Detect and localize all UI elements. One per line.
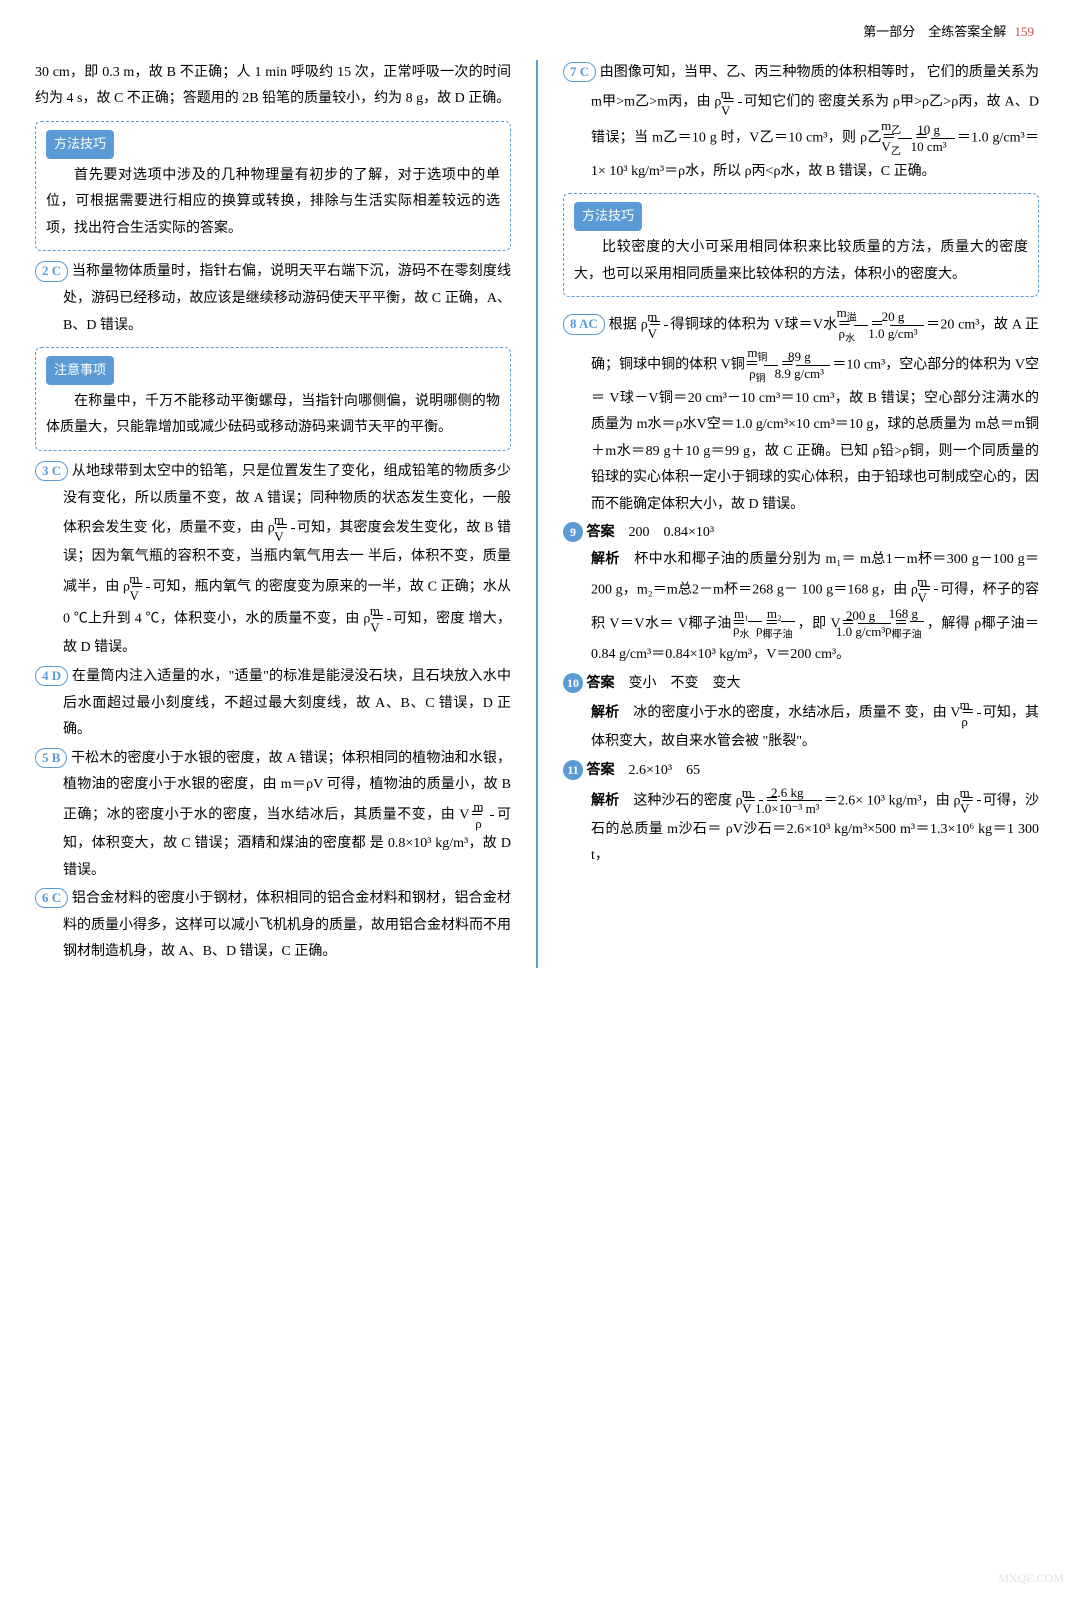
fraction: m溢ρ水	[854, 305, 868, 345]
fraction: mρ	[490, 799, 494, 831]
fraction: 168 gρ椰子油	[910, 606, 924, 642]
question-11: 11 答案 2.6×10³ 65 解析 这种沙石的密度 ρ＝mV＝2.6 kg1…	[563, 758, 1039, 870]
tip-content: 在称量中，千万不能移动平衡螺母，当指针向哪侧偏，说明哪侧的物体质量大，只能靠增加…	[46, 389, 500, 442]
content-columns: 30 cm，即 0.3 m，故 B 不正确；人 1 min 呼吸约 15 次，正…	[35, 60, 1039, 968]
fraction: m₂ρ椰子油	[781, 606, 795, 642]
question-6: 6 C 铝合金材料的密度小于钢材，体积相同的铝合金材料和钢材，铝合金材料的质量小…	[35, 886, 511, 966]
tip-content: 比较密度的大小可采用相同体积来比较质量的方法，质量大的密度大，也可以采用相同质量…	[574, 235, 1028, 288]
tip-label: 方法技巧	[574, 202, 642, 231]
left-column: 30 cm，即 0.3 m，故 B 不正确；人 1 min 呼吸约 15 次，正…	[35, 60, 511, 968]
fraction: mV	[977, 785, 981, 817]
answer-badge: 2 C	[35, 261, 68, 281]
answer-circle: 9	[563, 522, 583, 542]
answer-badge: 3 C	[35, 461, 68, 481]
tip-box-2: 注意事项 在称量中，千万不能移动平衡螺母，当指针向哪侧偏，说明哪侧的物体质量大，…	[35, 347, 511, 451]
right-column: 7 C 由图像可知，当甲、乙、丙三种物质的体积相等时， 它们的质量关系为 m甲>…	[563, 60, 1039, 968]
explain-label: 解析	[591, 706, 619, 721]
question-5: 5 B 干松木的密度小于水银的密度，故 A 错误；体积相同的植物油和水银，植物油…	[35, 746, 511, 885]
fraction: mV	[387, 603, 391, 635]
question-3: 3 C 从地球带到太空中的铅笔，只是位置发生了变化，组成铅笔的物质多少没有变化，…	[35, 459, 511, 662]
answer-badge: 8 AC	[563, 314, 605, 334]
tip-box-3: 方法技巧 比较密度的大小可采用相同体积来比较质量的方法，质量大的密度大，也可以采…	[563, 193, 1039, 297]
question-10: 10 答案 变小 不变 变大 解析 冰的密度小于水的密度，水结冰后，质量不 变，…	[563, 671, 1039, 756]
watermark: MXQE.COM	[998, 1567, 1064, 1590]
fraction: mV	[738, 86, 742, 118]
answer-badge: 7 C	[563, 62, 596, 82]
page-number: 159	[1015, 24, 1035, 39]
question-2: 2 C 当称量物体质量时，指针右偏，说明天平右端下沉，游码不在零刻度线处，游码已…	[35, 259, 511, 339]
fraction: mV	[146, 571, 150, 603]
question-9: 9 答案 200 0.84×10³ 解析 杯中水和椰子油的质量分别为 m₁＝ m…	[563, 520, 1039, 668]
answer-circle: 10	[563, 673, 583, 693]
question-7: 7 C 由图像可知，当甲、乙、丙三种物质的体积相等时， 它们的质量关系为 m甲>…	[563, 60, 1039, 186]
answer-label: 答案	[587, 763, 615, 778]
para-1: 30 cm，即 0.3 m，故 B 不正确；人 1 min 呼吸约 15 次，正…	[35, 60, 511, 113]
question-8: 8 AC 根据 ρ＝mV得铜球的体积为 V球＝V水＝m溢ρ水＝ 20 g1.0 …	[563, 305, 1039, 518]
explain-label: 解析	[591, 793, 619, 808]
fraction: 10 g10 cm³	[931, 122, 955, 154]
fraction: 20 g1.0 g/cm³	[890, 309, 924, 341]
fraction: mV	[291, 512, 295, 544]
page-header: 第一部分 全练答案全解 159	[35, 20, 1039, 45]
tip-content: 首先要对选项中涉及的几种物理量有初步的了解，对于选项中的单位，可根据需要进行相应…	[46, 163, 500, 243]
fraction: mV	[664, 309, 668, 341]
fraction: 89 g8.9 g/cm³	[796, 349, 830, 381]
tip-label: 注意事项	[46, 356, 114, 385]
answer-circle: 11	[563, 760, 583, 780]
q2-text: 当称量物体质量时，指针右偏，说明天平右端下沉，游码不在零刻度线处，游码已经移动，…	[63, 264, 511, 332]
answer-label: 答案	[587, 525, 615, 540]
explain-label: 解析	[591, 552, 620, 567]
tip-label: 方法技巧	[46, 130, 114, 159]
fraction: mV	[934, 574, 938, 606]
question-4: 4 D 在量筒内注入适量的水，"适量"的标准是能浸没石块，且石块放入水中后水面超…	[35, 664, 511, 744]
fraction: mρ	[977, 697, 981, 729]
fraction: 2.6 kg1.0×10⁻³ m³	[781, 785, 822, 817]
tip-box-1: 方法技巧 首先要对选项中涉及的几种物理量有初步的了解，对于选项中的单位，可根据需…	[35, 121, 511, 251]
column-divider	[536, 60, 538, 968]
answer-badge: 5 B	[35, 748, 67, 768]
answer-label: 答案	[587, 676, 615, 691]
answer-badge: 4 D	[35, 666, 68, 686]
section-title: 第一部分 全练答案全解	[863, 24, 1006, 39]
answer-badge: 6 C	[35, 888, 68, 908]
